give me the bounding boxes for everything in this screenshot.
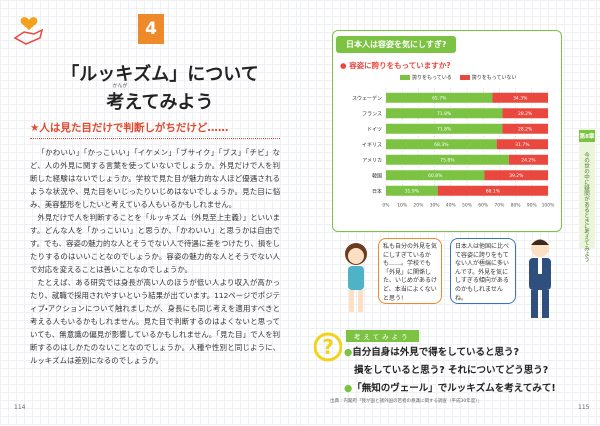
value-label: 75.8%: [440, 158, 455, 164]
bar-segment: [386, 139, 497, 150]
think-list: ●自分自身は外見で得をしていると思う? 損をしていると思う? それについてどう思…: [344, 344, 556, 398]
hand-heart-icon: [13, 17, 44, 45]
paragraph: たとえば、ある研究では身長が高い人のほうが低い人より収入が高かったり、就職で採用…: [30, 278, 280, 365]
legend: 誇りをもっている 誇りをもっていない: [400, 74, 517, 81]
chart: 0% 10% 20% 30% 40% 50% 60% 70% 80% 90% 100% スウェーデン 6…: [352, 88, 556, 209]
bar-segment: [386, 92, 493, 103]
x-tick-label: 60%: [478, 203, 489, 209]
value-label: 24.2%: [521, 158, 536, 164]
svg-text:?: ?: [322, 335, 334, 359]
bar-segment: [386, 185, 438, 196]
legend-label: 誇りをもっている: [412, 75, 452, 81]
question-icon: ?: [314, 332, 342, 362]
x-tick-label: 10%: [397, 203, 408, 209]
legend-label: 誇りをもっていない: [471, 75, 517, 81]
value-label: 71.8%: [437, 127, 452, 133]
girl-illustration: [345, 243, 367, 312]
bar-segment: [386, 154, 509, 165]
x-tick-label: 70%: [494, 203, 505, 209]
title-ruby: かんが: [112, 83, 128, 89]
y-tick-label: 韓国: [372, 172, 382, 179]
bar-segment: [386, 170, 485, 181]
paragraph: 外見だけで人を判断することを「ルッキズム（外見至上主義）」といいます。どんな人を…: [30, 213, 280, 274]
x-tick-label: 80%: [511, 203, 522, 209]
x-tick-label: 0%: [382, 203, 390, 209]
side-tab: [579, 128, 595, 248]
value-label: 28.2%: [518, 111, 533, 117]
legend-swatch: [459, 75, 470, 80]
legend-item: 誇りをもっていない: [459, 74, 517, 81]
y-tick-label: 日本: [372, 188, 382, 195]
legend-item: 誇りをもっている: [400, 74, 452, 81]
legend-swatch: [400, 75, 410, 80]
think-label: 考えてみよう: [346, 330, 419, 342]
x-tick-label: 90%: [527, 203, 538, 209]
y-tick-label: スウェーデン: [352, 95, 382, 102]
title-line: 「ルッキズム」について: [61, 64, 259, 85]
page-number: 114: [14, 404, 26, 411]
x-tick-label: 40%: [446, 203, 457, 209]
y-tick-label: ドイツ: [367, 127, 382, 133]
bar-segment: [386, 108, 503, 119]
think-text: 「無知のヴェール」でルッキズムを考えてみて!: [352, 383, 556, 394]
value-label: 31.9%: [405, 189, 420, 195]
value-label: 28.2%: [518, 127, 533, 133]
chart-subtitle: ● 容姿に誇りをもっていますか?: [340, 61, 451, 70]
speech-bubble: 日本人は他国に比べて容姿に誇りをもてない人が極端に多いんです。外見を気にしすぎる…: [450, 238, 516, 304]
bar-segment: [502, 108, 548, 119]
speech-bubble: 私も自分の外見を気にしすぎているかも……。学校でも「外見」に関係した、いじめがあ…: [378, 238, 442, 304]
value-label: 68.1%: [486, 189, 501, 195]
paragraph: 「かわいい」「かっこいい」「イケメン」「ブサイク」「ブス」「チビ」など、人の外見…: [30, 148, 280, 209]
bar-segment: [508, 154, 548, 165]
left-page: [0, 0, 300, 426]
title-line: 考えてみよう: [106, 92, 214, 113]
think-item: 損をしていると思う? それについてどう思う?: [354, 365, 549, 376]
x-tick-label: 100%: [542, 203, 556, 209]
x-tick-label: 50%: [462, 203, 473, 209]
bar-segment: [502, 123, 548, 134]
value-label: 39.2%: [509, 173, 524, 179]
x-tick-label: 20%: [413, 203, 424, 209]
value-label: 65.7%: [432, 96, 447, 102]
value-label: 60.8%: [428, 173, 443, 179]
think-item: ●「無知のヴェール」でルッキズムを考えてみて!: [344, 383, 556, 394]
bar-segment: [386, 123, 503, 134]
value-label: 31.7%: [515, 142, 530, 148]
think-item: ●自分自身は外見で得をしていると思う?: [344, 347, 520, 358]
subtitle: ★人は見た目だけで判断しがちだけど……: [30, 120, 280, 139]
y-tick-label: アメリカ: [362, 158, 382, 164]
value-label: 68.3%: [434, 142, 449, 148]
bar-segment: [437, 185, 548, 196]
bar-segment: [492, 92, 548, 103]
y-tick-label: フランス: [362, 111, 382, 117]
man-illustration: [529, 239, 551, 318]
side-tab-text: 今の世の中に疑問があるときに考えてみよう: [583, 152, 589, 262]
chart-title: 日本人は容姿を気にしすぎ?: [336, 36, 457, 53]
value-label: 34.3%: [513, 96, 528, 102]
x-tick-label: 30%: [430, 203, 441, 209]
value-label: 71.8%: [437, 111, 452, 117]
page-number: 115: [578, 404, 590, 411]
chapter-number: 4: [138, 14, 164, 44]
bar-segment: [496, 139, 548, 150]
source: 出典：内閣府「我が国と諸外国の若者の意識に関する調査（平成30年度）」: [330, 399, 482, 404]
y-tick-label: イギリス: [362, 142, 382, 148]
think-text: 自分自身は外見で得をしていると思う?: [352, 347, 520, 358]
body-text: 「かわいい」「かっこいい」「イケメン」「ブサイク」「ブス」「チビ」など、人の外見…: [30, 146, 280, 367]
side-tab-chapter: 第8章: [579, 130, 595, 142]
bar-segment: [484, 170, 548, 181]
